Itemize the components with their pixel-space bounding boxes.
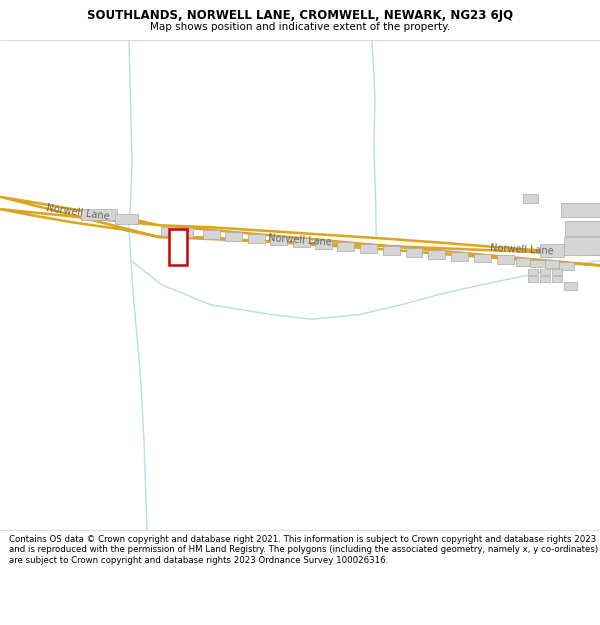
Bar (516, 258, 530, 266)
Bar (115, 214, 138, 224)
Text: SOUTHLANDS, NORWELL LANE, CROMWELL, NEWARK, NG23 6JQ: SOUTHLANDS, NORWELL LANE, CROMWELL, NEWA… (87, 9, 513, 22)
Text: Map shows position and indicative extent of the property.: Map shows position and indicative extent… (150, 22, 450, 32)
Bar (552, 269, 562, 275)
Bar (270, 236, 287, 245)
Bar (161, 227, 174, 236)
Text: Norwell Lane: Norwell Lane (268, 232, 332, 247)
Bar (225, 232, 242, 241)
Text: Norwell Lane: Norwell Lane (46, 203, 110, 222)
Bar (451, 252, 468, 261)
Bar (203, 230, 220, 239)
Bar (315, 240, 332, 249)
Bar (559, 262, 574, 270)
Bar (428, 250, 445, 259)
Bar (561, 202, 600, 217)
Polygon shape (0, 197, 159, 237)
Bar (81, 209, 117, 220)
Bar (552, 276, 562, 282)
Bar (169, 229, 187, 266)
Bar (293, 238, 310, 247)
Bar (530, 259, 545, 268)
Bar (528, 269, 538, 275)
Text: Contains OS data © Crown copyright and database right 2021. This information is : Contains OS data © Crown copyright and d… (9, 535, 598, 564)
Bar (360, 244, 377, 252)
Bar (540, 244, 564, 257)
Bar (540, 269, 550, 275)
Bar (564, 238, 600, 254)
Bar (565, 221, 600, 236)
Bar (528, 276, 538, 282)
Bar (383, 246, 400, 254)
Bar (540, 276, 550, 282)
Bar (564, 282, 577, 290)
Polygon shape (159, 225, 600, 266)
Bar (180, 228, 193, 237)
Bar (248, 234, 265, 243)
Bar (497, 255, 514, 264)
Bar (474, 254, 491, 262)
Bar (523, 194, 538, 202)
Bar (545, 261, 559, 268)
Bar (337, 242, 354, 251)
Bar (406, 248, 422, 257)
Text: Norwell Lane: Norwell Lane (490, 243, 554, 256)
